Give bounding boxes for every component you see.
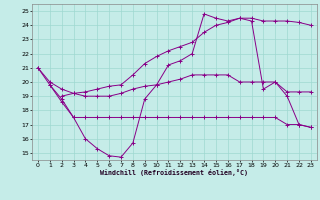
X-axis label: Windchill (Refroidissement éolien,°C): Windchill (Refroidissement éolien,°C) [100,169,248,176]
